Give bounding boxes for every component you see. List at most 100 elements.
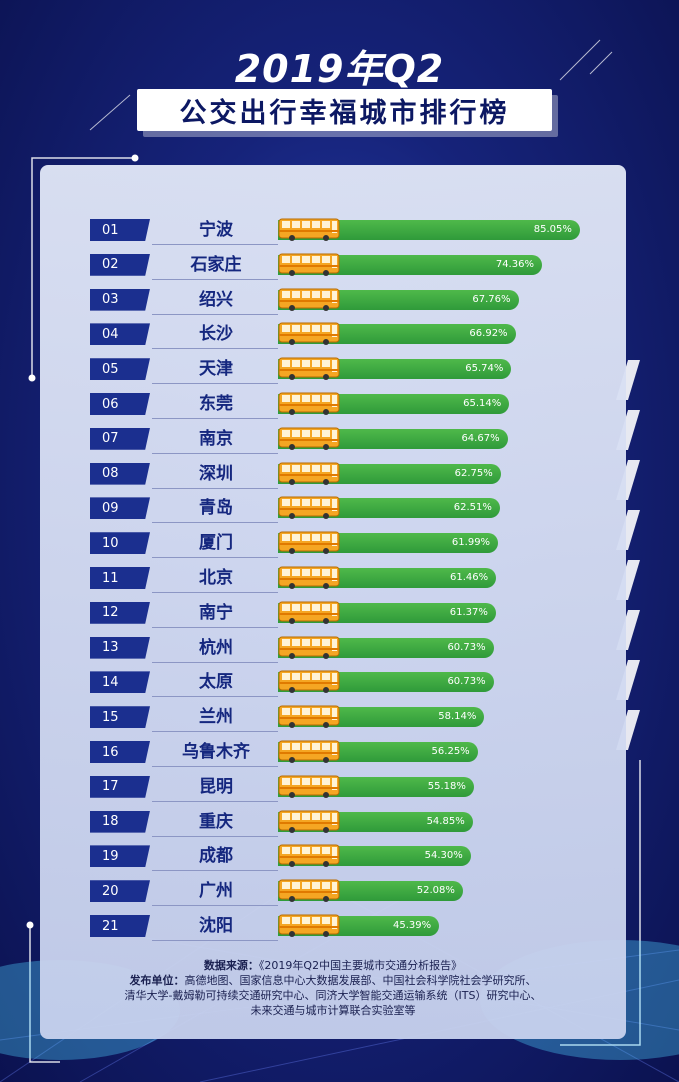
bar-track: 85.05% (278, 218, 580, 241)
bar-track: 54.30% (278, 844, 471, 868)
rank-number: 04 (90, 323, 150, 346)
bus-icon (278, 775, 340, 798)
city-name: 昆明 (199, 776, 233, 797)
rank-number: 01 (90, 219, 150, 241)
city-name: 宁波 (199, 220, 233, 240)
ranking-row: 05 天津 65.74% (40, 356, 626, 385)
city-name: 北京 (199, 568, 233, 588)
row-divider (152, 592, 278, 593)
rank-number: 19 (90, 845, 150, 868)
row-divider (152, 522, 278, 524)
bar-track: 65.14% (278, 392, 510, 415)
value-label: 61.46% (450, 572, 489, 583)
bar-track: 56.25% (278, 740, 478, 763)
bar-track: 61.37% (278, 601, 496, 624)
row-divider (152, 383, 278, 385)
ranking-row: 09 青岛 62.51% (40, 495, 626, 524)
rank-number: 17 (90, 775, 150, 798)
bus-icon (278, 322, 340, 346)
rank-number: 13 (90, 636, 150, 659)
city-name: 杭州 (199, 637, 233, 658)
value-label: 58.14% (438, 711, 477, 723)
row-divider (152, 244, 278, 245)
ranking-panel: 01 宁波 85.05% 02 石家庄 74.36% 03 绍兴 67.76% 04 长沙 66.92… (40, 165, 626, 1039)
bar-track: 65.74% (278, 357, 512, 381)
city-name: 乌鲁木齐 (182, 742, 250, 762)
row-divider (152, 731, 278, 733)
row-divider (152, 452, 278, 454)
row-divider (152, 313, 278, 315)
value-label: 56.25% (431, 746, 470, 757)
ranking-row: 08 深圳 62.75% (40, 461, 626, 489)
value-bar (278, 254, 542, 275)
city-name: 天津 (199, 359, 233, 380)
value-label: 65.14% (463, 398, 502, 409)
bus-icon (278, 496, 340, 520)
city-name: 深圳 (199, 463, 233, 484)
bus-icon (278, 636, 340, 659)
page-subtitle: 公交出行幸福城市排行榜 (179, 97, 510, 129)
city-name: 东莞 (199, 394, 233, 414)
rank-number: 15 (90, 706, 150, 729)
rank-number: 06 (90, 393, 150, 415)
city-name: 重庆 (199, 811, 233, 832)
bar-track: 61.46% (278, 566, 497, 589)
row-divider (152, 835, 278, 837)
ranking-row: 14 太原 60.73% (40, 669, 626, 698)
bar-track: 54.85% (278, 810, 473, 833)
ranking-row: 17 昆明 55.18% (40, 774, 626, 802)
row-divider (152, 766, 278, 767)
bar-track: 58.14% (278, 705, 485, 729)
ranking-row: 03 绍兴 67.76% (40, 287, 626, 315)
value-label: 64.67% (461, 432, 500, 444)
bus-icon (278, 462, 340, 485)
rank-number: 16 (90, 741, 150, 763)
value-label: 74.36% (495, 258, 534, 270)
bus-icon (278, 566, 340, 589)
row-divider (152, 870, 278, 872)
row-divider (152, 626, 278, 628)
bus-icon (278, 740, 340, 763)
value-label: 61.37% (449, 606, 488, 618)
ranking-row: 20 广州 52.08% (40, 878, 626, 907)
bus-icon (278, 810, 340, 833)
footer: 数据来源：《2019年Q2中国主要城市交通分析报告》 发布单位：高德地图、国家信… (40, 958, 626, 1018)
bar-track: 52.08% (278, 879, 463, 903)
ranking-row: 04 长沙 66.92% (40, 321, 626, 350)
publisher-label: 发布单位： (129, 974, 185, 987)
value-label: 67.76% (472, 293, 511, 305)
rank-number: 11 (90, 567, 150, 589)
bus-icon (278, 218, 340, 241)
city-name: 绍兴 (199, 289, 233, 310)
row-divider (152, 557, 278, 559)
row-divider (152, 940, 278, 941)
ranking-row: 06 东莞 65.14% (40, 391, 626, 419)
ranking-row: 19 成都 54.30% (40, 843, 626, 872)
publisher-line-1: 发布单位：高德地图、国家信息中心大数据发展部、中国社会科学院社会学研究所、 (40, 973, 626, 988)
value-label: 54.85% (426, 815, 465, 827)
rank-number: 21 (90, 915, 150, 937)
ranking-row: 12 南宁 61.37% (40, 600, 626, 628)
source-line: 数据来源：《2019年Q2中国主要城市交通分析报告》 (40, 958, 626, 973)
city-name: 兰州 (199, 707, 233, 728)
source-label: 数据来源： (203, 959, 259, 972)
rank-number: 07 (90, 427, 150, 450)
row-divider (152, 278, 278, 280)
value-label: 61.99% (451, 537, 491, 549)
city-name: 青岛 (199, 498, 233, 519)
page-title: 2019年Q2 (234, 47, 445, 91)
source-text: 《2019年Q2中国主要城市交通分析报告》 (258, 959, 463, 972)
rank-number: 10 (90, 532, 150, 555)
city-name: 太原 (199, 672, 233, 693)
rank-number: 03 (90, 288, 150, 311)
bus-icon (278, 357, 340, 381)
value-label: 45.39% (392, 920, 432, 931)
value-label: 52.08% (416, 885, 455, 897)
bar-track: 62.51% (278, 496, 500, 520)
ranking-row: 13 杭州 60.73% (40, 635, 626, 663)
city-name: 南京 (199, 428, 233, 449)
ranking-row: 16 乌鲁木齐 56.25% (40, 739, 626, 767)
bar-track: 61.99% (278, 531, 499, 555)
ranking-row: 10 厦门 61.99% (40, 530, 626, 559)
bus-icon (278, 705, 340, 729)
